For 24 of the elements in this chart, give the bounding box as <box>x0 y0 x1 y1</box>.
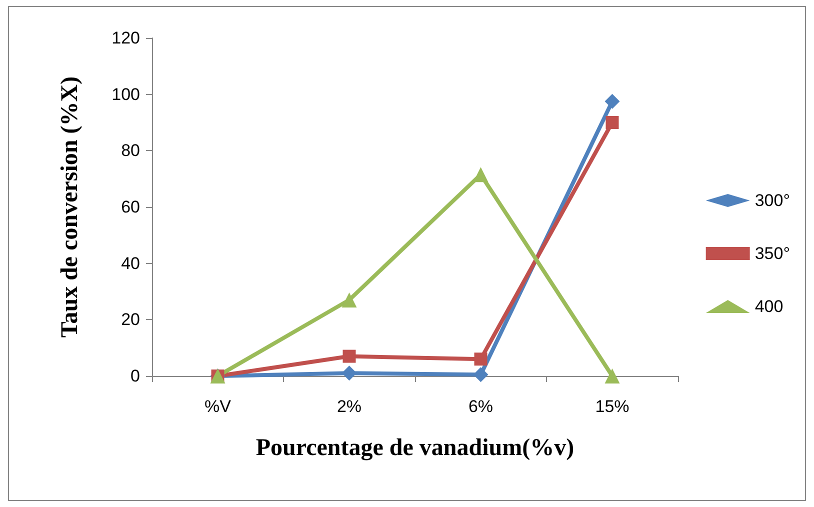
x-tick-label: 15% <box>595 397 630 416</box>
point <box>342 366 357 381</box>
y-tick-label: 0 <box>130 366 140 386</box>
y-tick-label: 120 <box>112 28 140 48</box>
x-tick-label: 2% <box>336 397 362 416</box>
x-tick-label: %V <box>204 397 232 416</box>
point <box>606 116 619 129</box>
legend-label: 350° <box>754 244 790 263</box>
point <box>604 368 620 384</box>
y-tick-label: 60 <box>121 198 140 216</box>
legend-label: 400 <box>754 297 784 316</box>
point <box>474 352 488 366</box>
y-axis-title: Taux de conversion (%X) <box>57 76 83 338</box>
point <box>342 350 356 363</box>
y-tick-label: 100 <box>112 84 140 104</box>
point <box>473 367 488 382</box>
point <box>342 292 357 308</box>
point <box>604 94 620 109</box>
y-tick-label: 40 <box>121 254 140 273</box>
y-tick-label: 20 <box>121 310 140 330</box>
x-tick-label: 6% <box>468 397 494 416</box>
x-axis-title: Pourcentage de vanadium(%v) <box>256 435 574 461</box>
legend-label: 300° <box>754 191 790 210</box>
y-tick-label: 80 <box>121 141 140 160</box>
